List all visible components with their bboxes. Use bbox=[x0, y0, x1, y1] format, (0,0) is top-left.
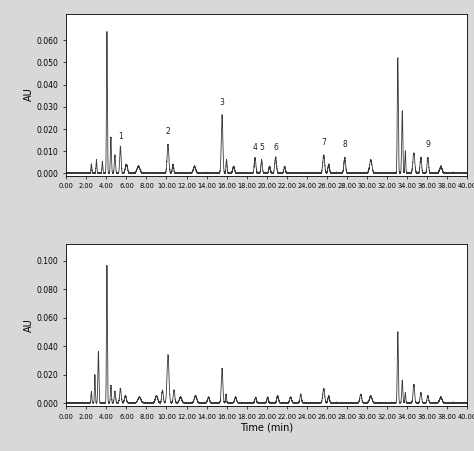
Y-axis label: AU: AU bbox=[24, 88, 34, 101]
X-axis label: Time (min): Time (min) bbox=[240, 422, 293, 433]
Text: 9: 9 bbox=[425, 140, 430, 149]
Text: 8: 8 bbox=[342, 140, 347, 149]
Text: 2: 2 bbox=[165, 127, 170, 136]
Text: 3: 3 bbox=[219, 98, 225, 107]
Y-axis label: AU: AU bbox=[24, 318, 34, 331]
Text: 5: 5 bbox=[259, 143, 264, 152]
Text: 4: 4 bbox=[253, 143, 257, 152]
Text: 7: 7 bbox=[321, 138, 326, 147]
Text: 6: 6 bbox=[273, 143, 278, 152]
Text: 1: 1 bbox=[118, 132, 123, 141]
